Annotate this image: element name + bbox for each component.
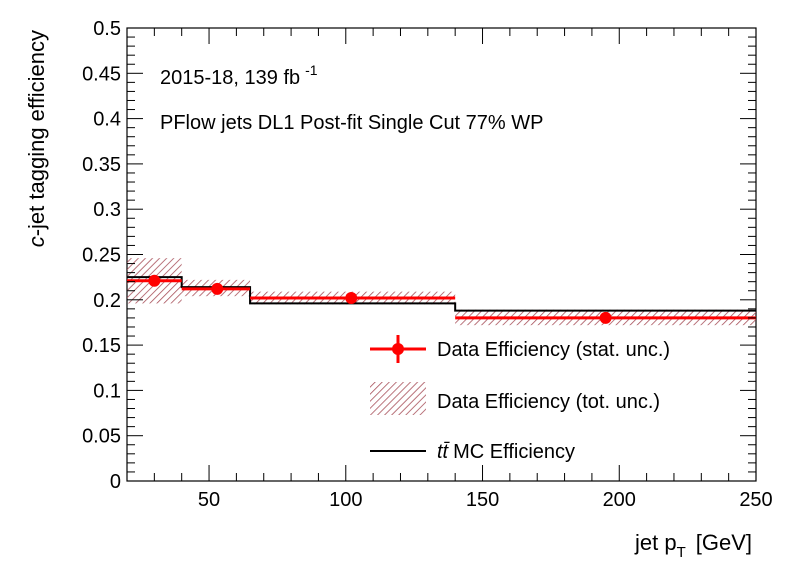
y-tick-label: 0.45 [82, 63, 121, 85]
legend: Data Efficiency (stat. unc.) Data Effici… [370, 335, 670, 463]
y-tick-label: 0.35 [82, 154, 121, 176]
y-tick-label: 0.25 [82, 245, 121, 267]
x-tick-label: 250 [739, 489, 772, 511]
mc-step-line [127, 276, 756, 312]
data-point-1 [211, 282, 224, 295]
legend-label-stat: Data Efficiency (stat. unc.) [437, 339, 670, 361]
data-point-3 [599, 311, 612, 324]
mc-efficiency-histogram [127, 276, 756, 312]
y-tick-label: 0.2 [93, 290, 121, 312]
plot-frame [126, 27, 757, 482]
legend-entry-stat: Data Efficiency (stat. unc.) [370, 335, 670, 363]
y-tick-label: 0.05 [82, 426, 121, 448]
y-tick-label: 0.1 [93, 380, 121, 402]
data-point-0 [148, 274, 161, 287]
y-tick-label: 0.5 [93, 18, 121, 40]
y-tick-label: 0.15 [82, 335, 121, 357]
legend-entry-total: Data Efficiency (tot. unc.) [370, 382, 660, 415]
legend-entry-mc: tt̄ MC Efficiency [370, 441, 575, 463]
axis-tick-labels: 0 0.05 0.1 0.15 0.2 0.25 0.3 0.35 0.4 0.45 0.5 50 10… [82, 18, 773, 511]
y-tick-label: 0 [110, 471, 121, 493]
x-tick-label: 100 [329, 489, 362, 511]
axis-ticks [126, 27, 757, 482]
x-axis-title: jet pT [GeV] [634, 530, 752, 561]
lumi-annotation: 2015-18, 139 fb -1 [160, 62, 318, 89]
x-tick-label: 150 [466, 489, 499, 511]
x-tick-label: 50 [198, 489, 220, 511]
x-tick-label: 200 [603, 489, 636, 511]
data-efficiency-points [127, 274, 756, 324]
selection-annotation: PFlow jets DL1 Post-fit Single Cut 77% W… [160, 112, 543, 134]
y-tick-label: 0.4 [93, 109, 121, 131]
y-tick-label: 0.3 [93, 199, 121, 221]
legend-label-total: Data Efficiency (tot. unc.) [437, 391, 660, 413]
legend-label-mc: tt̄ MC Efficiency [437, 441, 575, 463]
data-point-2 [345, 291, 358, 304]
y-axis-title: c-jet tagging efficiency [24, 30, 49, 247]
